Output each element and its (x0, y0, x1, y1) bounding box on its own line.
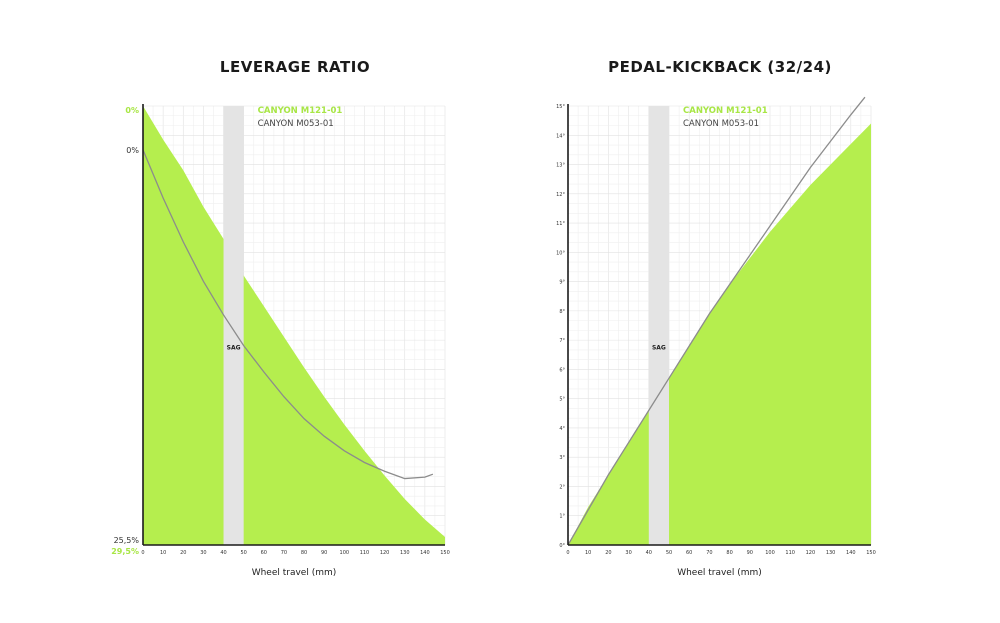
x-tick-label: 0 (141, 550, 144, 556)
x-tick-label: 70 (281, 550, 287, 556)
legend-canyon-m121-01: CANYON M121-01 (683, 106, 768, 116)
series-line-canyon-m053-01 (142, 149, 434, 480)
y-tick-label: 12° (556, 192, 565, 198)
y-tick-label: 13° (556, 163, 565, 169)
x-tick-label: 60 (686, 550, 692, 556)
y-label-green-top: 0% (125, 106, 139, 115)
chart-title-leverage: LEVERAGE RATIO (219, 58, 371, 76)
y-tick-label: 14° (556, 133, 565, 139)
legend-canyon-m121-01: CANYON M121-01 (258, 106, 343, 116)
x-tick-label: 140 (420, 550, 430, 556)
y-tick-label: 10° (556, 250, 565, 256)
x-tick-label: 100 (765, 550, 775, 556)
y-tick-label: 1° (559, 514, 565, 520)
y-tick-label: 8° (559, 309, 565, 315)
legend-canyon-m053-01: CANYON M053-01 (683, 119, 759, 129)
x-tick-label: 130 (400, 550, 410, 556)
sag-label: SAG (652, 345, 666, 352)
x-tick-label: 70 (706, 550, 712, 556)
sag-band (223, 106, 244, 545)
y-tick-label: 11° (556, 221, 565, 227)
x-axis-label: Wheel travel (mm) (252, 568, 337, 578)
x-tick-label: 140 (846, 550, 856, 556)
x-tick-label: 60 (261, 550, 267, 556)
x-tick-label: 90 (747, 550, 753, 556)
x-tick-label: 10 (160, 550, 166, 556)
y-tick-label: 15° (556, 104, 565, 110)
x-tick-label: 50 (666, 550, 672, 556)
sag-label: SAG (227, 345, 241, 352)
x-tick-label: 110 (785, 550, 795, 556)
y-tick-label: 7° (559, 338, 565, 344)
y-tick-label: 6° (559, 367, 565, 373)
x-tick-label: 110 (360, 550, 370, 556)
y-label-gray-bottom: 25,5% (114, 536, 140, 545)
y-label-green-bottom: 29,5% (111, 547, 139, 556)
x-tick-label: 130 (826, 550, 836, 556)
x-axis-label: Wheel travel (mm) (677, 568, 762, 578)
series-area-canyon-m121-01 (568, 123, 871, 545)
sag-band (648, 106, 669, 545)
x-tick-label: 120 (806, 550, 816, 556)
x-tick-label: 0 (566, 550, 569, 556)
x-tick-label: 20 (605, 550, 611, 556)
x-tick-label: 90 (321, 550, 327, 556)
x-tick-label: 40 (646, 550, 652, 556)
y-tick-label: 5° (559, 397, 565, 403)
x-tick-label: 80 (726, 550, 732, 556)
x-tick-label: 150 (440, 550, 450, 556)
y-tick-label: 0° (559, 543, 565, 549)
y-tick-label: 9° (559, 280, 565, 286)
x-tick-label: 100 (340, 550, 350, 556)
y-tick-label: 3° (559, 455, 565, 461)
series-line-canyon-m053-01 (567, 96, 866, 546)
y-label-gray-top: 0% (126, 146, 139, 155)
x-tick-label: 150 (866, 550, 876, 556)
x-tick-label: 80 (301, 550, 307, 556)
y-tick-label: 2° (559, 484, 565, 490)
x-tick-label: 10 (585, 550, 591, 556)
series-area-canyon-m121-01 (143, 106, 445, 545)
x-tick-label: 50 (240, 550, 246, 556)
y-tick-label: 4° (559, 426, 565, 432)
x-tick-label: 40 (220, 550, 226, 556)
x-tick-label: 120 (380, 550, 390, 556)
chart-title-kickback: PEDAL-KICKBACK (32/24) (608, 58, 832, 76)
x-tick-label: 30 (200, 550, 206, 556)
x-tick-label: 20 (180, 550, 186, 556)
legend-canyon-m053-01: CANYON M053-01 (258, 119, 334, 129)
x-tick-label: 30 (625, 550, 631, 556)
